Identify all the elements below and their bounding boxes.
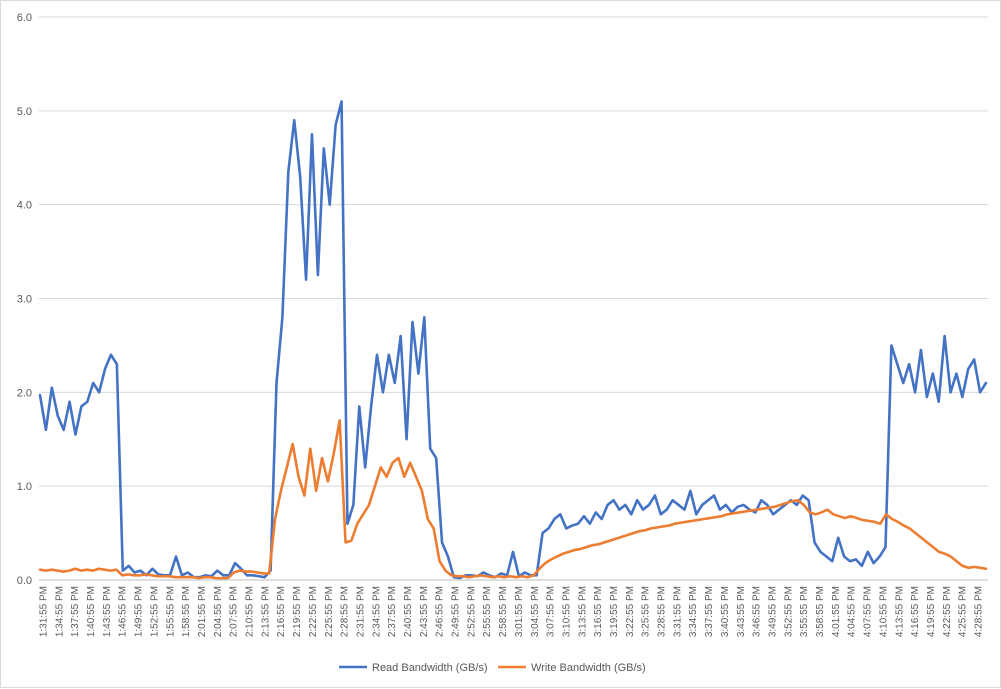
x-tick-label: 1:58:55 PM bbox=[181, 586, 192, 637]
x-tick-label: 3:46:55 PM bbox=[752, 586, 763, 637]
y-tick-label: 0.0 bbox=[17, 575, 32, 587]
x-tick-label: 1:40:55 PM bbox=[86, 586, 97, 637]
x-tick-label: 3:13:55 PM bbox=[577, 586, 588, 637]
x-tick-label: 1:49:55 PM bbox=[134, 586, 145, 637]
x-tick-label: 2:58:55 PM bbox=[498, 586, 509, 637]
x-tick-label: 2:16:55 PM bbox=[276, 586, 287, 637]
x-tick-label: 2:34:55 PM bbox=[371, 586, 382, 637]
x-tick-label: 2:46:55 PM bbox=[435, 586, 446, 637]
x-tick-label: 2:22:55 PM bbox=[308, 586, 319, 637]
x-tick-label: 3:25:55 PM bbox=[641, 586, 652, 637]
x-tick-label: 3:55:55 PM bbox=[799, 586, 810, 637]
x-tick-label: 4:16:55 PM bbox=[910, 586, 921, 637]
x-tick-label: 3:31:55 PM bbox=[672, 586, 683, 637]
x-tick-label: 2:28:55 PM bbox=[340, 586, 351, 637]
x-tick-label: 1:55:55 PM bbox=[165, 586, 176, 637]
x-tick-label: 2:01:55 PM bbox=[197, 586, 208, 637]
x-tick-label: 2:37:55 PM bbox=[387, 586, 398, 637]
legend-label: Read Bandwidth (GB/s) bbox=[372, 662, 488, 674]
gridlines bbox=[39, 16, 988, 581]
x-tick-label: 3:40:55 PM bbox=[720, 586, 731, 637]
x-tick-label: 2:04:55 PM bbox=[213, 586, 224, 637]
x-tick-label: 3:16:55 PM bbox=[593, 586, 604, 637]
x-tick-label: 4:04:55 PM bbox=[847, 586, 858, 637]
x-tick-label: 3:01:55 PM bbox=[514, 586, 525, 637]
x-tick-label: 2:19:55 PM bbox=[292, 586, 303, 637]
x-tick-label: 3:58:55 PM bbox=[815, 586, 826, 637]
y-axis-ticks: 0.0 1.0 2.0 3.0 4.0 5.0 6.0 bbox=[17, 12, 32, 587]
y-tick-label: 4.0 bbox=[17, 200, 32, 212]
x-tick-label: 1:52:55 PM bbox=[149, 586, 160, 637]
y-tick-label: 1.0 bbox=[17, 481, 32, 493]
x-tick-label: 2:55:55 PM bbox=[482, 586, 493, 637]
x-tick-label: 3:10:55 PM bbox=[561, 586, 572, 637]
x-tick-label: 1:43:55 PM bbox=[102, 586, 113, 637]
x-tick-label: 4:13:55 PM bbox=[894, 586, 905, 637]
x-tick-label: 3:37:55 PM bbox=[704, 586, 715, 637]
x-tick-label: 2:43:55 PM bbox=[419, 586, 430, 637]
x-tick-label: 4:10:55 PM bbox=[878, 586, 889, 637]
write-bandwidth-line bbox=[38, 419, 988, 580]
x-tick-label: 3:34:55 PM bbox=[688, 586, 699, 637]
x-tick-label: 3:04:55 PM bbox=[530, 586, 541, 637]
x-tick-label: 2:25:55 PM bbox=[324, 586, 335, 637]
x-tick-label: 4:19:55 PM bbox=[926, 586, 937, 637]
x-tick-label: 3:43:55 PM bbox=[736, 586, 747, 637]
x-tick-label: 4:22:55 PM bbox=[942, 586, 953, 637]
legend-label: Write Bandwidth (GB/s) bbox=[531, 662, 646, 674]
x-tick-label: 2:49:55 PM bbox=[451, 586, 462, 637]
x-tick-label: 4:01:55 PM bbox=[831, 586, 842, 637]
x-tick-label: 1:31:55 PM bbox=[39, 586, 50, 637]
x-tick-label: 2:40:55 PM bbox=[403, 586, 414, 637]
x-tick-label: 3:07:55 PM bbox=[546, 586, 557, 637]
y-tick-label: 6.0 bbox=[17, 12, 32, 24]
x-tick-label: 1:34:55 PM bbox=[54, 586, 65, 637]
x-tick-label: 3:19:55 PM bbox=[609, 586, 620, 637]
y-tick-label: 2.0 bbox=[17, 387, 32, 399]
x-tick-label: 2:10:55 PM bbox=[245, 586, 256, 637]
x-tick-label: 1:46:55 PM bbox=[118, 586, 129, 637]
x-tick-label: 4:28:55 PM bbox=[974, 586, 985, 637]
x-tick-label: 3:28:55 PM bbox=[657, 586, 668, 637]
x-tick-label: 4:25:55 PM bbox=[958, 586, 969, 637]
x-tick-label: 3:49:55 PM bbox=[767, 586, 778, 637]
x-axis-ticks: 1:31:55 PM 1:34:55 PM 1:37:55 PM 1:40:55 PM… bbox=[39, 586, 985, 637]
x-tick-label: 2:31:55 PM bbox=[355, 586, 366, 637]
x-tick-label: 2:52:55 PM bbox=[466, 586, 477, 637]
x-tick-label: 1:37:55 PM bbox=[70, 586, 81, 637]
x-tick-label: 2:07:55 PM bbox=[229, 586, 240, 637]
y-tick-label: 3.0 bbox=[17, 294, 32, 306]
read-bandwidth-line bbox=[38, 100, 988, 580]
y-tick-label: 5.0 bbox=[17, 106, 32, 118]
x-tick-label: 3:52:55 PM bbox=[783, 586, 794, 637]
legend: Read Bandwidth (GB/s) Write Bandwidth (GB… bbox=[339, 662, 646, 674]
x-tick-label: 2:13:55 PM bbox=[260, 586, 271, 637]
x-tick-label: 3:22:55 PM bbox=[625, 586, 636, 637]
x-tick-label: 4:07:55 PM bbox=[863, 586, 874, 637]
series-lines bbox=[38, 100, 988, 580]
